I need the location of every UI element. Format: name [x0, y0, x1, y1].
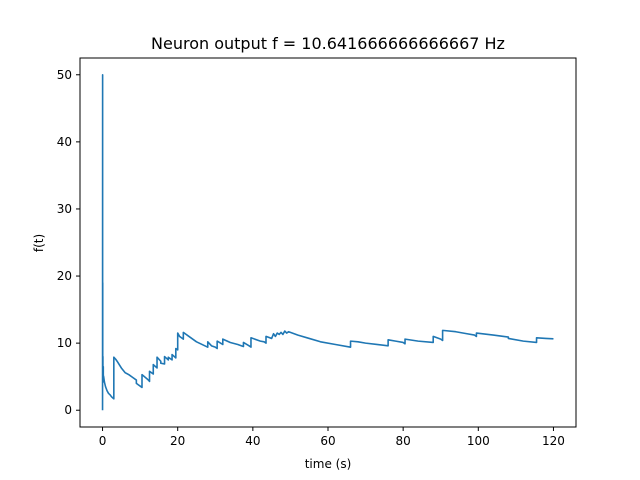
x-tick-label: 80: [396, 434, 411, 448]
x-tick-label: 40: [245, 434, 260, 448]
y-tick-label: 10: [57, 336, 72, 350]
y-tick-label: 50: [57, 68, 72, 82]
x-tick-label: 120: [542, 434, 565, 448]
chart-title: Neuron output f = 10.641666666666667 Hz: [151, 34, 505, 53]
axis-ticks: 0 20 40 60 80 100 120 0 10 20 30 40 50: [57, 68, 565, 448]
x-tick-label: 60: [320, 434, 335, 448]
x-axis-label: time (s): [305, 457, 352, 471]
axes-frame: [79, 57, 577, 428]
y-tick-label: 20: [57, 269, 72, 283]
x-tick-label: 20: [170, 434, 185, 448]
plot-area: [101, 73, 554, 411]
y-tick-label: 0: [64, 403, 72, 417]
y-tick-label: 40: [57, 135, 72, 149]
series-line: [101, 73, 554, 411]
y-axis-label: f(t): [32, 234, 46, 252]
x-tick-label: 0: [99, 434, 107, 448]
x-tick-label: 100: [467, 434, 490, 448]
y-tick-label: 30: [57, 202, 72, 216]
